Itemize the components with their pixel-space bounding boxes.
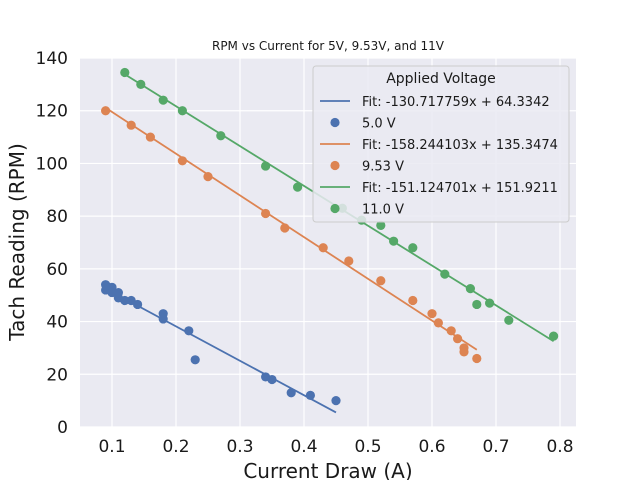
x-axis-label: Current Draw (A) [243, 459, 412, 480]
data-point-series-1 [446, 326, 456, 336]
fit-line-series-0 [105, 287, 337, 414]
y-tick-label: 120 [36, 102, 68, 122]
data-point-series-1 [376, 276, 386, 286]
legend-entries: Fit: -130.717759x + 64.3342 5.0 V Fit: -15… [320, 95, 558, 218]
data-point-series-0 [305, 390, 315, 400]
legend-point-swatch [330, 203, 340, 214]
legend-entry-label: 9.53 V [362, 160, 404, 175]
data-point-series-2 [158, 95, 168, 105]
legend-point-swatch [330, 117, 340, 128]
data-point-series-2 [136, 79, 146, 89]
legend-entry-label: 5.0 V [362, 117, 396, 132]
data-point-series-1 [145, 132, 155, 142]
data-point-series-0 [133, 299, 143, 310]
data-point-series-2 [504, 315, 514, 325]
legend-entry-label: Fit: -130.717759x + 64.3342 [362, 95, 550, 110]
legend-entry-label: 11.0 V [362, 203, 404, 218]
fit-line-series-1 [105, 107, 478, 351]
y-tick-label: 60 [46, 260, 68, 280]
data-point-series-2 [549, 331, 559, 341]
y-tick-label: 40 [46, 313, 68, 333]
y-axis-label: Tach Reading (RPM) [5, 143, 29, 342]
data-point-series-1 [126, 120, 136, 130]
data-point-series-0 [286, 388, 296, 398]
data-point-series-2 [376, 220, 386, 230]
data-point-series-2 [485, 298, 495, 308]
data-point-series-2 [440, 269, 450, 279]
data-point-series-1 [453, 334, 463, 344]
data-point-series-2 [408, 243, 418, 253]
data-point-series-2 [389, 236, 399, 246]
data-point-series-0 [120, 295, 130, 306]
x-tick-label: 0.4 [290, 437, 317, 457]
data-point-series-1 [101, 106, 111, 116]
y-tick-label: 0 [57, 418, 68, 438]
data-point-series-2 [120, 67, 130, 78]
data-point-series-2 [293, 182, 303, 192]
y-tick-label: 100 [36, 154, 68, 174]
legend: Applied Voltage Fit: -130.717759x + 64.3… [312, 65, 570, 223]
data-point-series-1 [433, 318, 443, 328]
y-tick-label: 20 [46, 365, 68, 385]
data-point-series-1 [472, 353, 482, 364]
x-tick-label: 0.5 [354, 437, 381, 457]
data-point-series-1 [203, 172, 213, 182]
data-point-series-1 [427, 309, 437, 319]
data-point-series-1 [261, 208, 271, 219]
data-point-series-2 [465, 284, 475, 294]
legend-entry-label: Fit: -158.244103x + 135.3474 [362, 138, 558, 153]
data-point-series-1 [177, 156, 187, 166]
x-tick-label: 0.2 [162, 437, 189, 457]
data-point-series-0 [331, 396, 341, 406]
y-tick-labels: 0 20 40 60 80 100 120 140 [36, 49, 68, 438]
data-point-series-2 [216, 131, 226, 141]
x-tick-label: 0.7 [482, 437, 509, 457]
legend-entry-label: Fit: -151.124701x + 151.9211 [362, 181, 558, 196]
data-point-series-2 [261, 161, 271, 171]
data-point-series-2 [472, 299, 482, 310]
x-tick-label: 0.1 [98, 437, 125, 457]
x-tick-labels: 0.1 0.2 0.3 0.4 0.5 0.6 0.7 0.8 [98, 437, 573, 457]
data-point-series-1 [318, 243, 328, 253]
data-point-series-0 [184, 326, 194, 336]
x-tick-label: 0.8 [546, 437, 573, 457]
data-point-series-1 [280, 223, 290, 233]
data-point-series-0 [267, 374, 277, 385]
data-point-series-0 [107, 287, 117, 298]
legend-box [312, 65, 570, 223]
x-tick-label: 0.6 [418, 437, 445, 457]
data-point-series-1 [459, 347, 469, 357]
data-point-series-2 [177, 106, 187, 116]
data-point-series-0 [190, 355, 200, 365]
data-point-series-0 [158, 314, 168, 324]
legend-title: Applied Voltage [386, 71, 496, 87]
data-point-series-1 [408, 295, 418, 306]
data-point-series-1 [344, 256, 354, 266]
legend-point-swatch [330, 160, 340, 171]
chart-title: RPM vs Current for 5V, 9.53V, and 11V [212, 39, 445, 53]
y-tick-label: 140 [36, 49, 68, 69]
y-tick-label: 80 [46, 207, 68, 227]
x-tick-label: 0.3 [226, 437, 253, 457]
